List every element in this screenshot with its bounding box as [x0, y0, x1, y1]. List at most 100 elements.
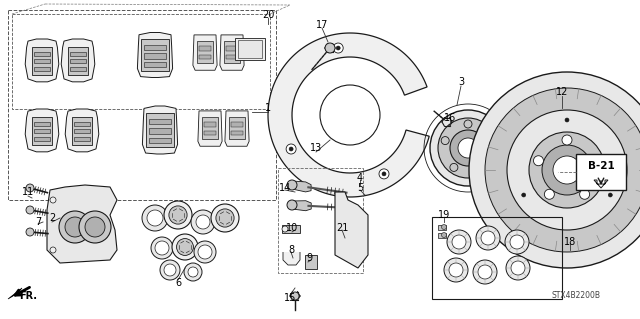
Circle shape — [287, 180, 297, 190]
Circle shape — [151, 237, 173, 259]
Circle shape — [320, 85, 380, 145]
Text: 11: 11 — [22, 187, 34, 197]
Circle shape — [458, 138, 478, 158]
Polygon shape — [198, 111, 222, 146]
Bar — [149, 137, 172, 143]
Circle shape — [478, 163, 486, 171]
Bar — [149, 119, 172, 124]
Circle shape — [145, 49, 152, 57]
Bar — [305, 255, 317, 269]
Bar — [70, 59, 86, 63]
Circle shape — [447, 230, 471, 254]
Circle shape — [430, 110, 506, 186]
Text: 9: 9 — [306, 253, 312, 263]
Bar — [226, 46, 238, 51]
Circle shape — [85, 217, 105, 237]
Polygon shape — [220, 35, 244, 70]
Polygon shape — [292, 201, 311, 211]
Circle shape — [450, 130, 486, 166]
Circle shape — [510, 235, 524, 249]
Polygon shape — [594, 180, 608, 188]
Circle shape — [188, 267, 198, 277]
Circle shape — [476, 226, 500, 250]
Text: STX4B2200B: STX4B2200B — [552, 292, 600, 300]
Circle shape — [442, 225, 447, 229]
Circle shape — [481, 231, 495, 245]
Circle shape — [26, 206, 34, 214]
Circle shape — [65, 217, 85, 237]
Bar — [438, 233, 446, 238]
Text: 19: 19 — [438, 210, 450, 220]
Circle shape — [59, 211, 91, 243]
Bar — [197, 41, 212, 63]
Bar — [278, 168, 363, 273]
Circle shape — [198, 245, 212, 259]
Circle shape — [529, 132, 605, 208]
Circle shape — [169, 206, 187, 224]
Text: 20: 20 — [262, 10, 274, 20]
Circle shape — [580, 189, 589, 199]
Bar — [144, 62, 166, 67]
Circle shape — [282, 226, 288, 232]
Circle shape — [26, 184, 34, 192]
Circle shape — [464, 120, 472, 128]
Bar — [199, 46, 211, 51]
Circle shape — [545, 189, 554, 199]
Circle shape — [487, 137, 495, 145]
Circle shape — [442, 233, 447, 238]
Bar — [231, 131, 243, 135]
Text: FR.: FR. — [19, 291, 37, 301]
Circle shape — [534, 156, 543, 166]
Bar — [238, 40, 262, 58]
Polygon shape — [193, 35, 217, 70]
Bar — [226, 55, 238, 59]
Circle shape — [438, 118, 498, 178]
Polygon shape — [225, 111, 249, 146]
Circle shape — [562, 135, 572, 145]
Polygon shape — [292, 181, 311, 192]
Circle shape — [50, 247, 56, 253]
Bar — [34, 137, 50, 141]
Bar — [74, 129, 90, 133]
Text: 14: 14 — [279, 183, 291, 193]
Circle shape — [325, 43, 335, 53]
Bar — [235, 38, 265, 60]
Text: 7: 7 — [35, 217, 41, 227]
Text: 2: 2 — [49, 213, 55, 223]
Bar — [70, 52, 86, 56]
Text: 15: 15 — [284, 293, 296, 303]
Polygon shape — [8, 288, 22, 299]
Bar — [70, 67, 86, 71]
Bar — [576, 154, 626, 190]
Circle shape — [164, 201, 192, 229]
Bar — [204, 122, 216, 127]
Circle shape — [194, 241, 216, 263]
Circle shape — [155, 241, 169, 255]
Bar — [224, 41, 240, 63]
Circle shape — [379, 169, 389, 179]
Bar — [231, 122, 243, 127]
Circle shape — [157, 58, 165, 66]
Bar — [34, 129, 50, 133]
Bar — [149, 128, 172, 134]
Text: 17: 17 — [316, 20, 328, 30]
Circle shape — [196, 215, 210, 229]
Circle shape — [441, 137, 449, 145]
Circle shape — [50, 197, 56, 203]
Text: 4: 4 — [357, 173, 363, 183]
Polygon shape — [25, 39, 59, 82]
Circle shape — [452, 235, 466, 249]
Circle shape — [485, 88, 640, 252]
Polygon shape — [32, 117, 52, 145]
Text: 18: 18 — [564, 237, 576, 247]
Bar — [438, 225, 446, 230]
Circle shape — [608, 193, 612, 197]
Circle shape — [511, 261, 525, 275]
Text: 8: 8 — [288, 245, 294, 255]
Polygon shape — [72, 117, 92, 145]
Circle shape — [177, 239, 193, 256]
Circle shape — [216, 209, 234, 227]
Text: 10: 10 — [286, 223, 298, 233]
Circle shape — [291, 292, 299, 300]
Circle shape — [150, 123, 157, 132]
